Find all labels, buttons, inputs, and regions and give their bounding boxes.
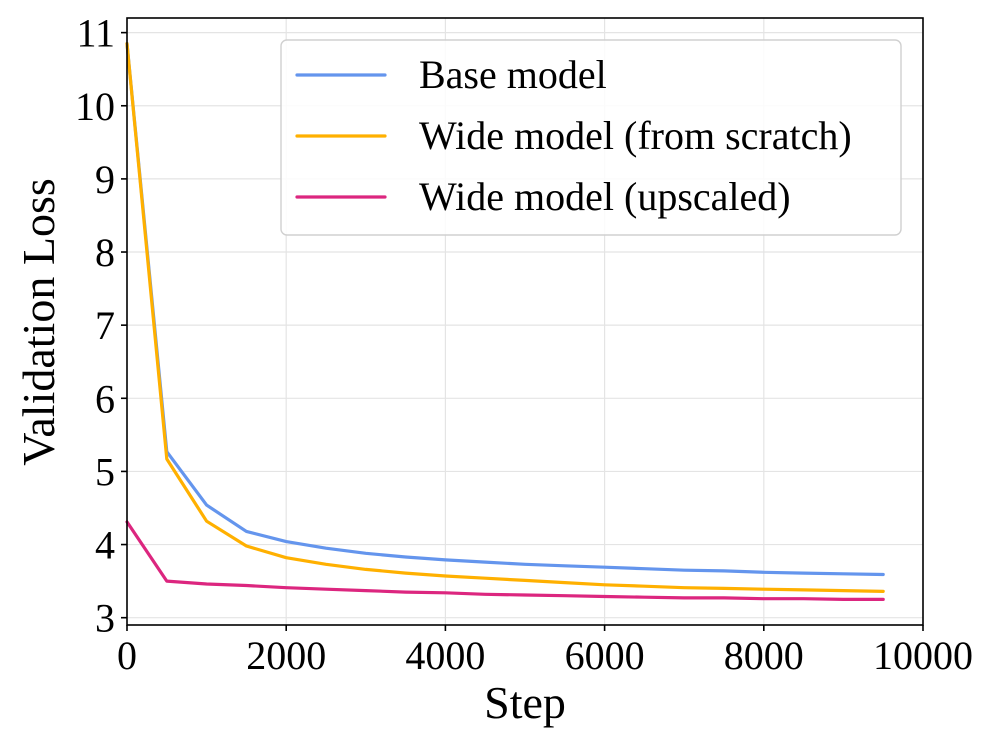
legend-label: Wide model (upscaled) — [419, 174, 791, 219]
series-line-1 — [125, 41, 885, 577]
plot-frame — [126, 17, 924, 626]
legend-box — [280, 39, 902, 236]
series-line-2 — [125, 41, 885, 594]
y-tick-label: 7 — [95, 303, 115, 348]
y-tick-label: 4 — [95, 523, 115, 568]
x-tick-label: 10000 — [873, 633, 973, 678]
y-axis-title: Validation Loss — [13, 178, 64, 465]
legend-label: Wide model (from scratch) — [419, 113, 852, 158]
x-tick-label: 8000 — [724, 633, 804, 678]
y-tick-label: 11 — [76, 11, 115, 56]
x-tick-label: 2000 — [246, 633, 326, 678]
y-tick-label: 8 — [95, 230, 115, 275]
y-tick-label: 10 — [75, 84, 115, 129]
series-lines — [125, 41, 885, 602]
y-tick-label: 6 — [95, 376, 115, 421]
x-axis-ticks: 0 2000 4000 6000 8000 10000 — [117, 625, 973, 678]
series-line-3 — [125, 520, 885, 602]
x-tick-label: 0 — [117, 633, 137, 678]
y-tick-label: 3 — [95, 596, 115, 641]
y-tick-label: 5 — [95, 449, 115, 494]
x-tick-label: 6000 — [565, 633, 645, 678]
x-axis-title: Step — [484, 677, 566, 728]
legend-label: Base model — [419, 52, 607, 97]
y-axis-ticks: 3 4 5 6 7 8 9 10 11 — [75, 11, 127, 641]
x-tick-label: 4000 — [405, 633, 485, 678]
y-tick-label: 9 — [95, 157, 115, 202]
legend: Base model Wide model (from scratch) Wide … — [280, 39, 902, 236]
